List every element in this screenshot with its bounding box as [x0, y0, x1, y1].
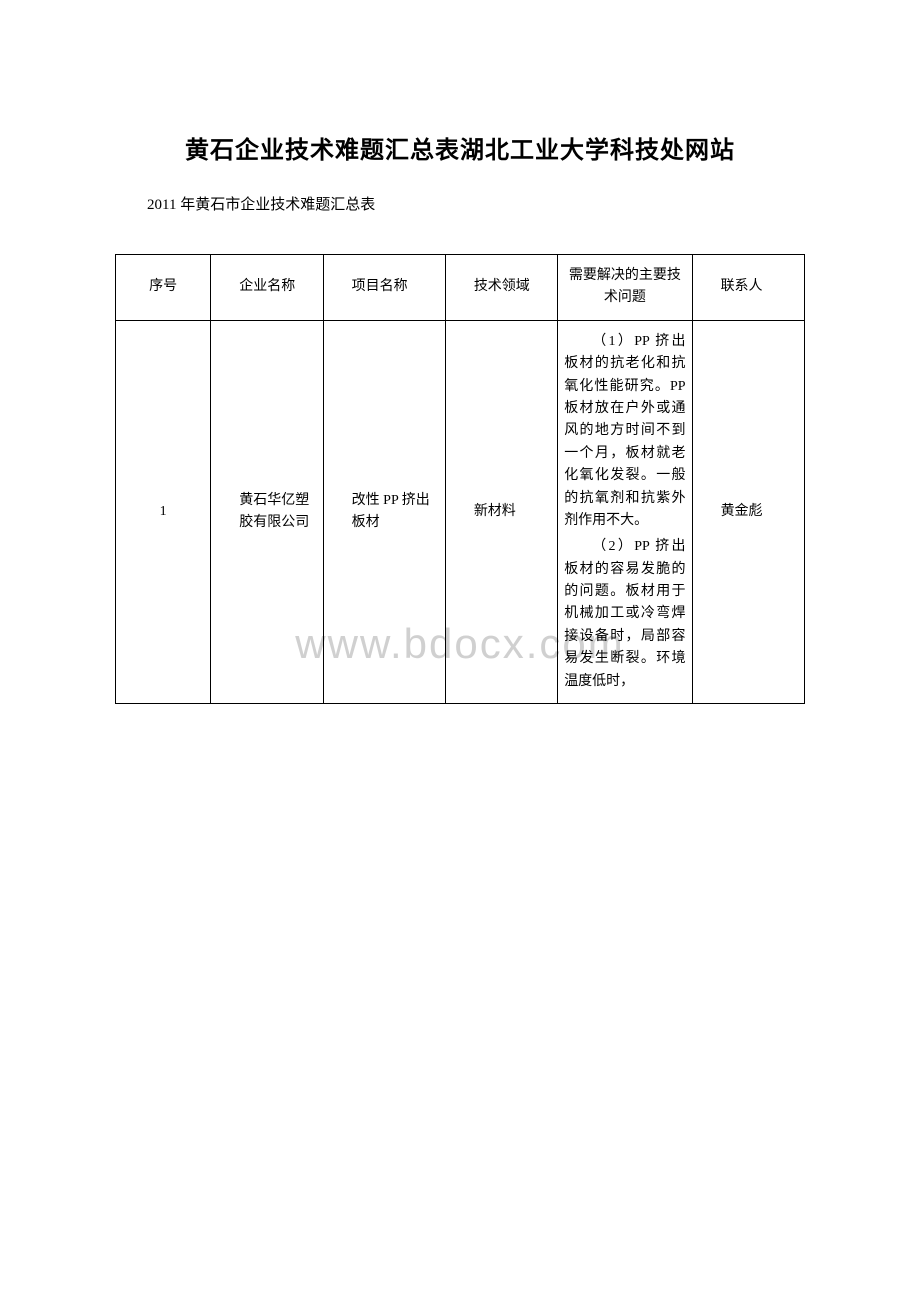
header-seq: 序号 [116, 255, 211, 321]
header-contact: 联系人 [692, 255, 804, 321]
cell-project: 改性 PP 挤出板材 [323, 320, 445, 703]
issue-paragraph-2: （2）PP 挤出板材的容易发脆的的问题。板材用于机械加工或冷弯焊接设备时，局部容… [564, 536, 685, 693]
subtitle: 2011 年黄石市企业技术难题汇总表 [115, 193, 805, 214]
cell-company: 黄石华亿塑胶有限公司 [211, 320, 323, 703]
cell-seq: 1 [116, 320, 211, 703]
page-title: 黄石企业技术难题汇总表湖北工业大学科技处网站 [115, 130, 805, 165]
data-table: 序号 企业名称 项目名称 技术领域 需要解决的主要技术问题 联系人 1 黄石华亿… [115, 254, 805, 704]
header-project: 项目名称 [323, 255, 445, 321]
cell-issue: （1）PP 挤出板材的抗老化和抗氧化性能研究。PP 板材放在户外或通风的地方时间… [558, 320, 692, 703]
issue-paragraph-1: （1）PP 挤出板材的抗老化和抗氧化性能研究。PP 板材放在户外或通风的地方时间… [564, 331, 685, 533]
cell-contact: 黄金彪 [692, 320, 804, 703]
header-company: 企业名称 [211, 255, 323, 321]
header-field: 技术领域 [445, 255, 557, 321]
table-header-row: 序号 企业名称 项目名称 技术领域 需要解决的主要技术问题 联系人 [116, 255, 805, 321]
table-row: 1 黄石华亿塑胶有限公司 改性 PP 挤出板材 新材料 （1）PP 挤出板材的抗… [116, 320, 805, 703]
cell-field: 新材料 [445, 320, 557, 703]
header-issue: 需要解决的主要技术问题 [558, 255, 692, 321]
